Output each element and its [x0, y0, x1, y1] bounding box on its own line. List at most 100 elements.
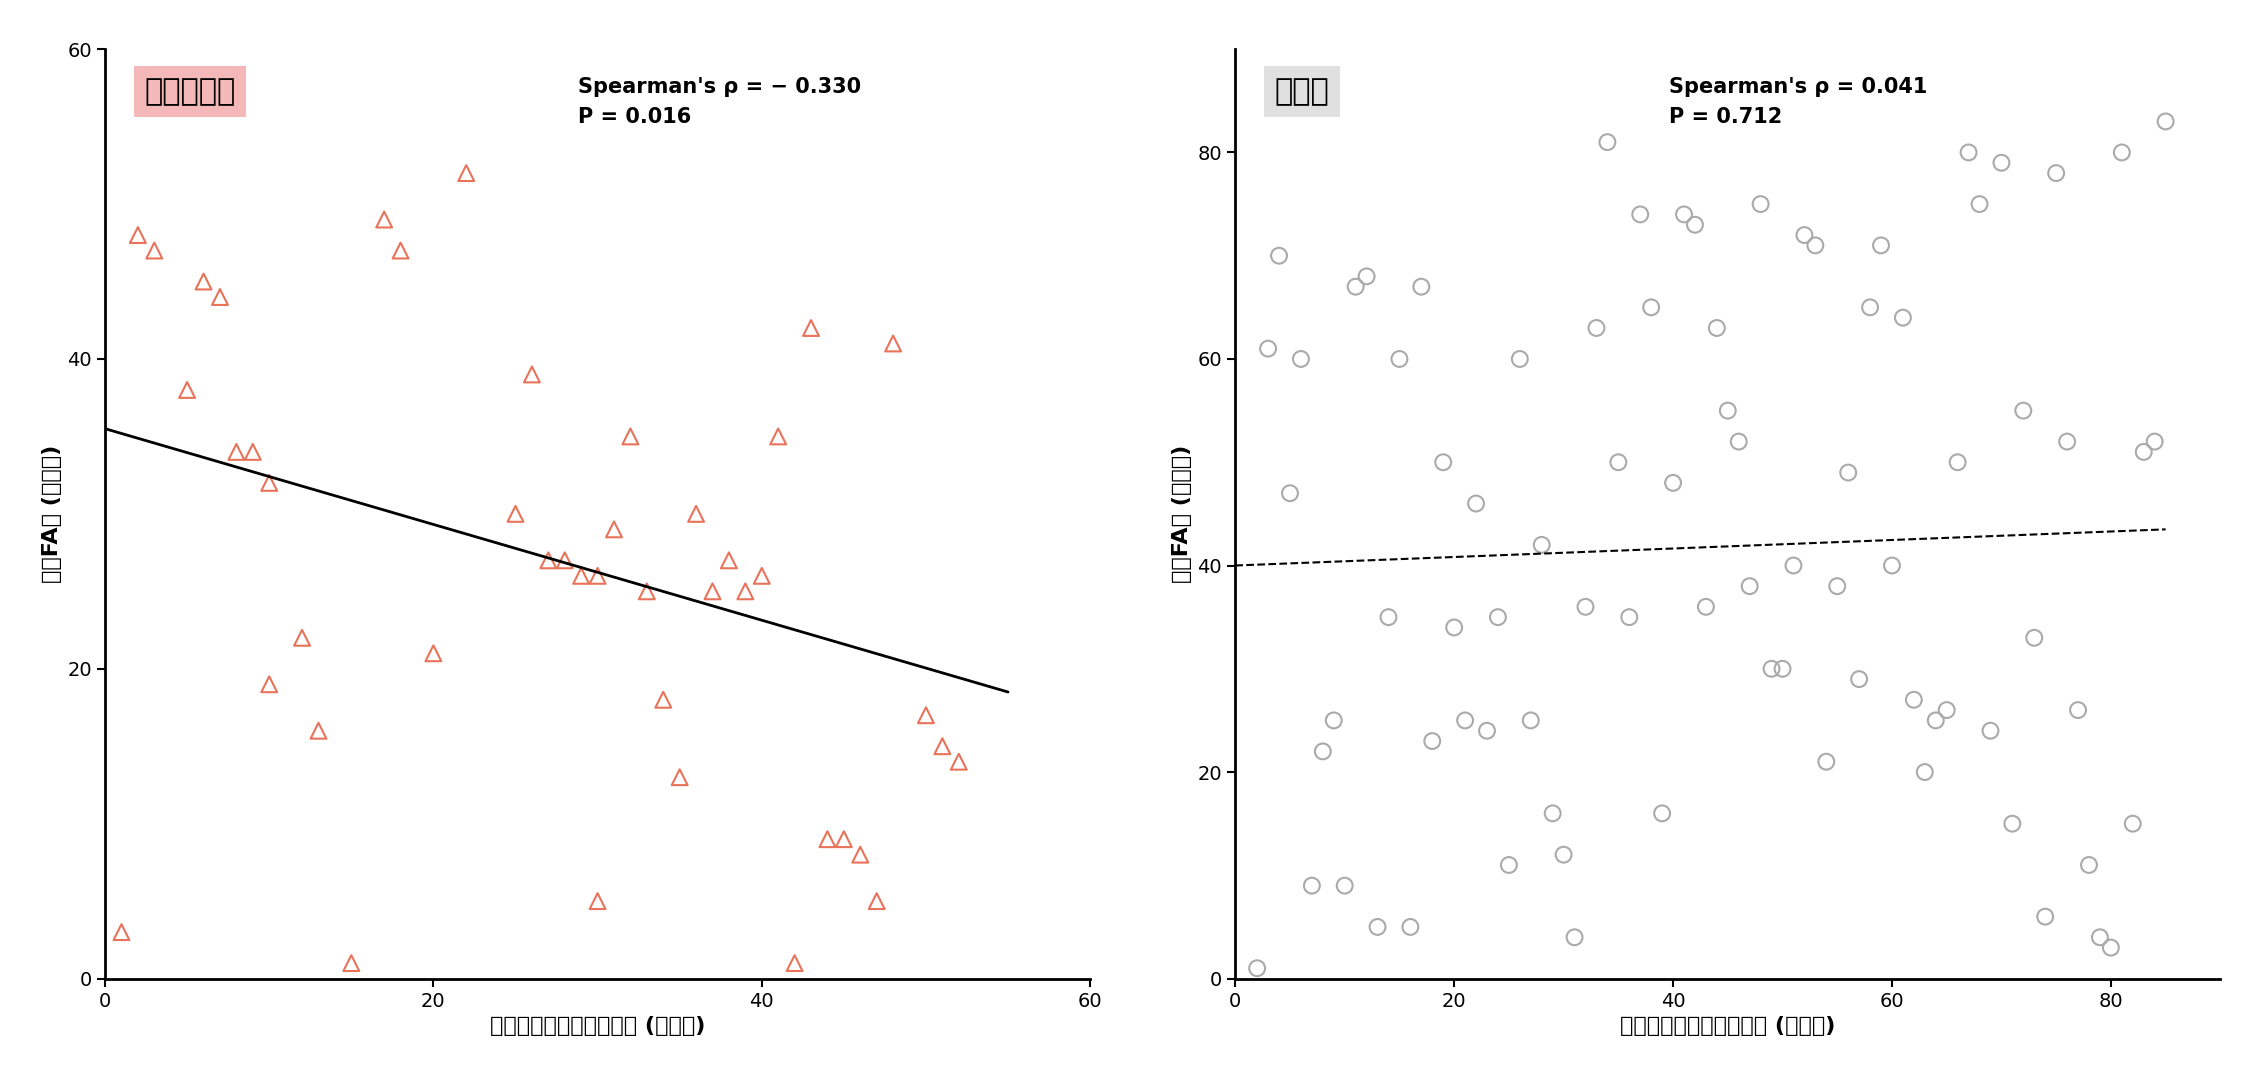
Point	[1468, 722, 1504, 740]
Point	[170, 382, 206, 399]
Point	[1402, 278, 1439, 295]
Point	[1579, 319, 1615, 336]
Point	[1644, 805, 1681, 823]
Point	[925, 737, 961, 755]
Point	[2049, 433, 2086, 451]
Point	[1525, 536, 1561, 553]
Point	[1425, 454, 1461, 471]
Point	[2027, 908, 2063, 925]
Point	[1251, 340, 1287, 357]
Point	[1599, 454, 1635, 471]
Point	[710, 552, 746, 569]
Point	[1622, 206, 1658, 223]
Point	[941, 754, 977, 771]
Point	[301, 722, 337, 740]
Point	[285, 630, 321, 647]
Point	[1633, 299, 1669, 316]
Point	[1687, 598, 1724, 616]
Point	[219, 443, 256, 460]
Point	[547, 552, 584, 569]
X-axis label: 血浆ホモシステイン濃度 (ランク): 血浆ホモシステイン濃度 (ランク)	[1620, 1017, 1834, 1036]
Point	[1260, 247, 1296, 264]
Point	[1798, 237, 1834, 254]
Point	[579, 567, 615, 584]
Point	[1853, 299, 1889, 316]
Point	[1733, 578, 1769, 595]
Point	[1819, 578, 1855, 595]
Point	[1513, 711, 1549, 729]
Point	[728, 583, 765, 600]
Point	[1873, 557, 1909, 575]
Point	[1337, 278, 1373, 295]
Point	[907, 706, 943, 723]
Point	[1545, 846, 1581, 863]
Point	[1929, 702, 1966, 719]
Point	[2004, 402, 2040, 419]
Point	[2147, 113, 2183, 130]
Point	[366, 211, 403, 229]
Y-axis label: 平均FA値 (ランク): 平均FA値 (ランク)	[1172, 445, 1192, 583]
Point	[1414, 732, 1450, 749]
Point	[1316, 711, 1353, 729]
Point	[1764, 660, 1801, 677]
Point	[1939, 454, 1975, 471]
Point	[201, 289, 238, 306]
Point	[2061, 702, 2097, 719]
Text: 健常者: 健常者	[1276, 77, 1330, 106]
Point	[2138, 433, 2174, 451]
Point	[1305, 743, 1341, 760]
Point	[513, 365, 550, 383]
Point	[826, 830, 862, 847]
Point	[1240, 959, 1276, 977]
Point	[1359, 918, 1396, 936]
Point	[104, 924, 140, 941]
Point	[579, 893, 615, 910]
Point	[2092, 939, 2129, 956]
X-axis label: 血浆ホモシステイン濃度 (ランク): 血浆ホモシステイン濃度 (ランク)	[491, 1017, 706, 1036]
Point	[1502, 350, 1538, 368]
Point	[1568, 598, 1604, 616]
Point	[744, 567, 780, 584]
Text: Spearman's ρ = − 0.330
P = 0.016: Spearman's ρ = − 0.330 P = 0.016	[577, 77, 862, 126]
Point	[1721, 433, 1758, 451]
Point	[1807, 754, 1844, 771]
Point	[679, 506, 715, 523]
Point	[645, 691, 681, 708]
Point	[1984, 154, 2020, 171]
Point	[661, 769, 697, 786]
Point	[1710, 402, 1746, 419]
Point	[1961, 195, 1997, 212]
Point	[1294, 877, 1330, 895]
Point	[1656, 474, 1692, 492]
Point	[2081, 928, 2117, 945]
Point	[136, 241, 172, 259]
Point	[1864, 237, 1900, 254]
Point	[2015, 630, 2052, 647]
Point	[1459, 495, 1495, 512]
Point	[1884, 309, 1920, 327]
Point	[841, 846, 878, 863]
Point	[2115, 815, 2151, 832]
Point	[1590, 134, 1626, 151]
Point	[498, 506, 534, 523]
Point	[1271, 485, 1307, 502]
Point	[1393, 918, 1430, 936]
Point	[2126, 443, 2162, 460]
Point	[875, 335, 912, 353]
Point	[416, 645, 452, 662]
Point	[1787, 226, 1823, 244]
Point	[794, 319, 830, 336]
Point	[448, 165, 484, 182]
Point	[776, 954, 812, 971]
Point	[1676, 216, 1712, 233]
Y-axis label: 平均FA値 (ランク): 平均FA値 (ランク)	[41, 445, 61, 583]
Point	[1382, 350, 1418, 368]
Point	[251, 676, 287, 693]
Point	[382, 241, 418, 259]
Point	[1742, 195, 1778, 212]
Point	[563, 567, 599, 584]
Point	[2104, 143, 2140, 161]
Point	[1436, 619, 1473, 636]
Point	[1753, 660, 1789, 677]
Point	[1896, 691, 1932, 708]
